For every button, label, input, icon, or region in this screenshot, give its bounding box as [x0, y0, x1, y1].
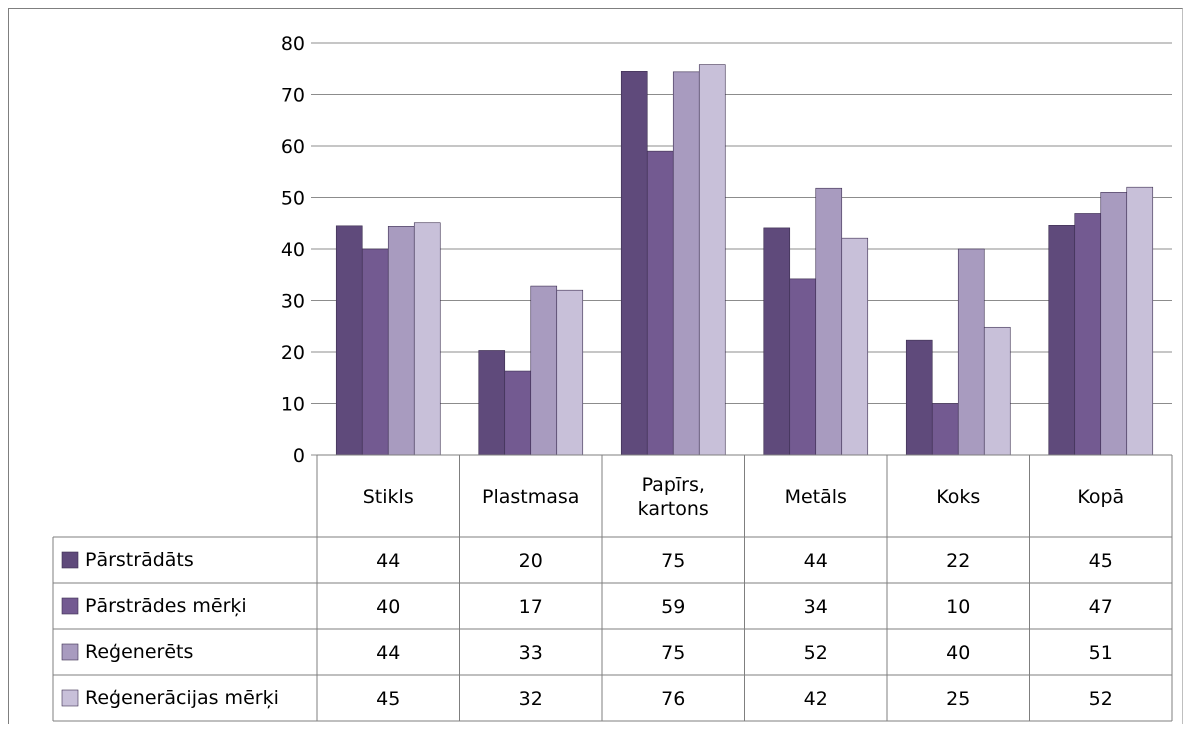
legend-key: [61, 689, 79, 707]
category-label: Koks: [936, 486, 980, 508]
table-cell-value: 52: [804, 642, 828, 664]
category-label: Kopā: [1077, 486, 1124, 508]
table-cell-value: 45: [1089, 550, 1113, 572]
table-cell-value: 52: [1089, 688, 1113, 710]
y-tick-label: 20: [281, 342, 305, 364]
legend-label: Pārstrādāts: [85, 549, 194, 571]
table-cell-value: 32: [519, 688, 543, 710]
bar: [841, 237, 869, 456]
bar: [387, 226, 415, 456]
y-tick-label: 70: [281, 85, 305, 107]
table-cell-value: 44: [376, 642, 400, 664]
bar: [335, 225, 363, 456]
y-tick-label: 80: [281, 33, 305, 55]
category-label: Metāls: [785, 486, 847, 508]
table-cell-value: 34: [804, 596, 828, 618]
category-label: Plastmasa: [482, 486, 579, 508]
table-cell-value: 25: [946, 688, 970, 710]
table-cell-value: 76: [661, 688, 685, 710]
bar: [556, 289, 584, 456]
table-cell-value: 10: [946, 596, 970, 618]
y-tick-label: 60: [281, 136, 305, 158]
bar: [1126, 186, 1154, 456]
y-tick-label: 0: [293, 445, 305, 467]
category-label: Papīrs,: [642, 474, 705, 496]
legend-key: [61, 643, 79, 661]
chart-frame: [8, 8, 1183, 724]
table-cell-value: 40: [376, 596, 400, 618]
table-cell-value: 17: [519, 596, 543, 618]
legend-key: [61, 551, 79, 569]
bar: [815, 187, 843, 456]
bar: [504, 370, 532, 456]
bar: [478, 350, 506, 456]
table-cell-value: 44: [376, 550, 400, 572]
bar: [1048, 225, 1076, 456]
bar: [905, 339, 933, 456]
bar: [983, 326, 1011, 456]
legend-label: Reģenerēts: [85, 641, 193, 663]
table-cell-value: 40: [946, 642, 970, 664]
bar: [361, 248, 389, 456]
bar: [1074, 213, 1102, 456]
table-cell-value: 59: [661, 596, 685, 618]
y-tick-label: 50: [281, 188, 305, 210]
y-axis: 0 10 20 30 40 50 60 70 80: [281, 33, 317, 467]
bar: [698, 64, 726, 456]
table-cell-value: 33: [519, 642, 543, 664]
bar: [763, 227, 791, 456]
bar: [672, 71, 700, 456]
y-tick-label: 30: [281, 291, 305, 313]
legend-label: Pārstrādes mērķi: [85, 595, 247, 617]
table-cell-value: 51: [1089, 642, 1113, 664]
bars: [335, 64, 1154, 456]
legend-key: [61, 597, 79, 615]
category-label: Stikls: [363, 486, 414, 508]
table-cell-value: 75: [661, 642, 685, 664]
table-cell-value: 42: [804, 688, 828, 710]
table-cell-value: 75: [661, 550, 685, 572]
table-cell-value: 45: [376, 688, 400, 710]
bar: [530, 285, 558, 456]
table-cell-value: 22: [946, 550, 970, 572]
y-tick-label: 10: [281, 394, 305, 416]
y-gridlines: [317, 42, 1172, 404]
bar: [620, 71, 648, 456]
table-cell-value: 20: [519, 550, 543, 572]
bar: [413, 222, 441, 456]
data-table: Stikls Plastmasa Papīrs,kartons Metāls Koks K…: [52, 454, 1173, 722]
category-label: kartons: [638, 498, 709, 520]
table-cell-value: 44: [804, 550, 828, 572]
bar: [957, 248, 985, 456]
y-tick-label: 40: [281, 239, 305, 261]
bar: [1100, 192, 1128, 456]
bar: [789, 278, 817, 456]
legend-label: Reģenerācijas mērķi: [85, 687, 279, 709]
table-cell-value: 47: [1089, 596, 1113, 618]
bar: [931, 403, 959, 456]
bar: [646, 150, 674, 456]
